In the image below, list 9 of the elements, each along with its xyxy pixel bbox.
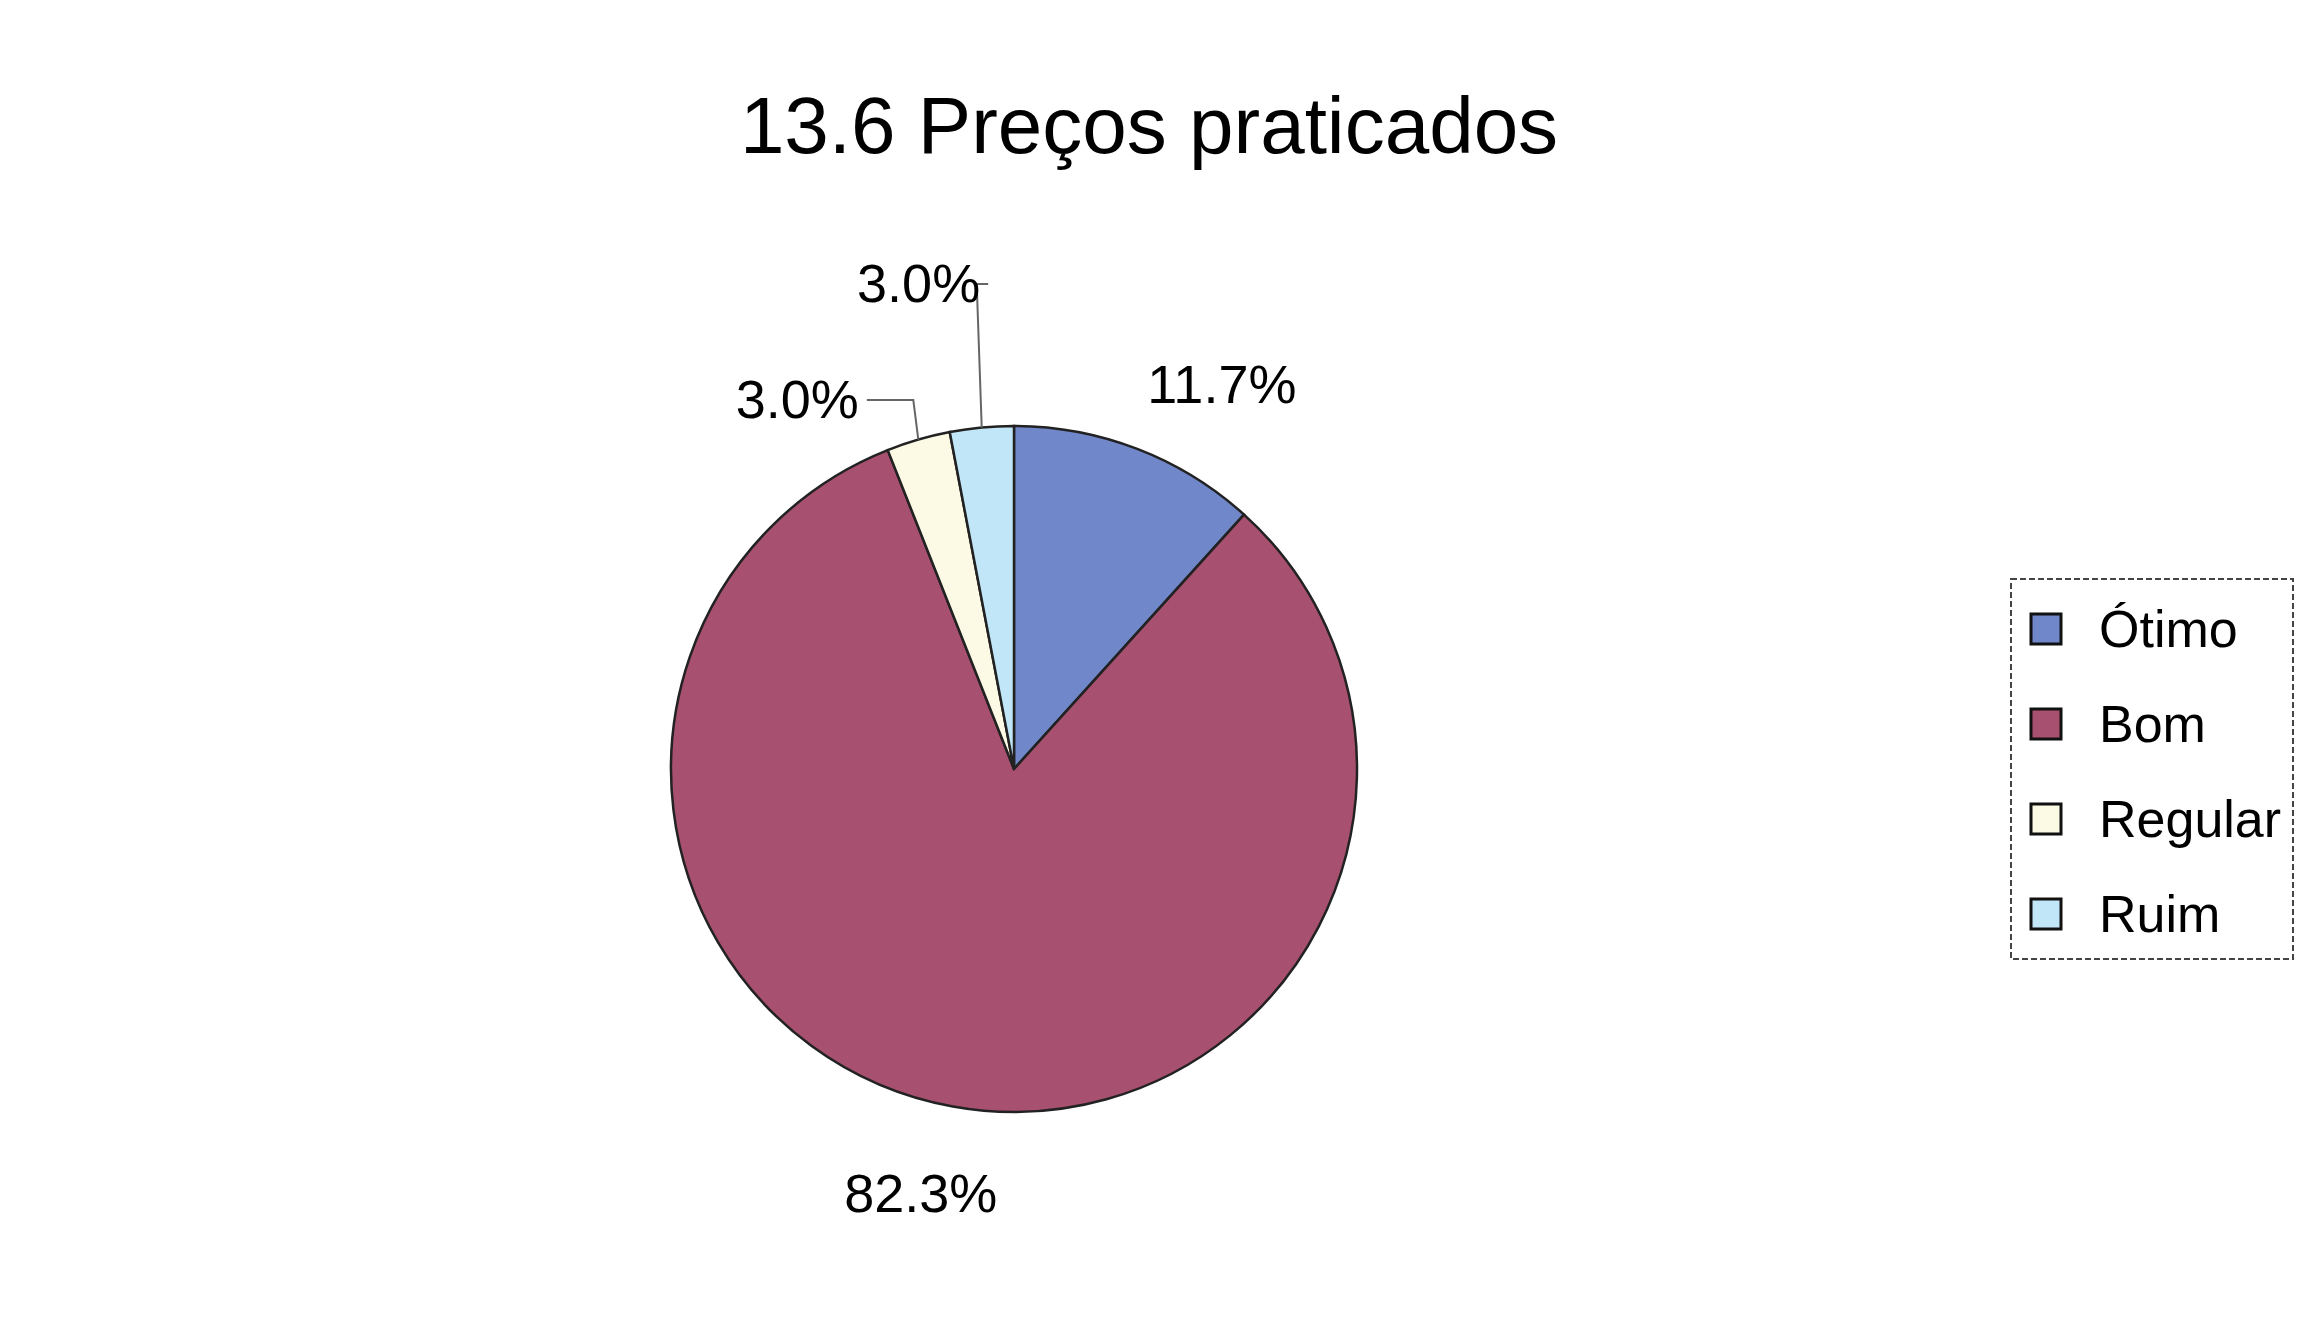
data-label: 82.3%: [844, 1163, 998, 1224]
legend-label: Ruim: [2099, 885, 2221, 943]
chart-title: 13.6 Preços praticados: [739, 81, 1559, 170]
data-label: 11.7%: [1147, 353, 1297, 414]
data-label: 3.0%: [857, 253, 981, 314]
legend-label: Ótimo: [2099, 600, 2238, 658]
data-label: 3.0%: [735, 369, 859, 430]
legend-label: Regular: [2099, 790, 2282, 848]
legend-label: Bom: [2099, 695, 2206, 753]
